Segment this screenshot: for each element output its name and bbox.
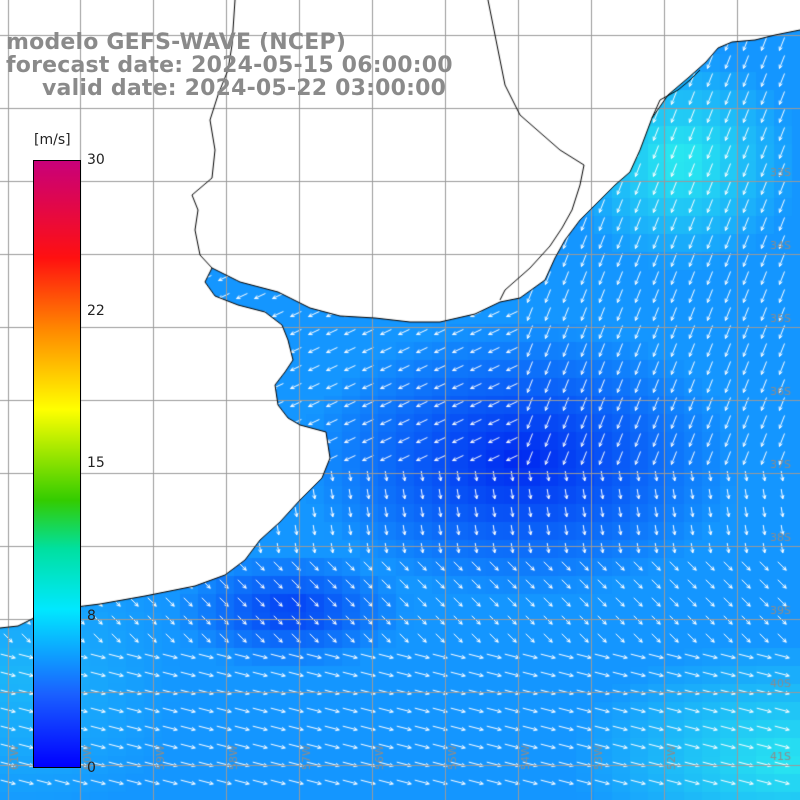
forecast-date: forecast date: 2024-05-15 06:00:00 [6,53,453,78]
colorbar-unit: [m/s] [34,132,71,148]
model-title: modelo GEFS-WAVE (NCEP) [6,30,347,55]
colorbar [33,160,81,768]
colorbar-tick-22: 22 [87,303,105,319]
colorbar-tick-0: 0 [87,760,96,776]
colorbar-tick-30: 30 [87,152,105,168]
colorbar-tick-15: 15 [87,455,105,471]
valid-date: valid date: 2024-05-22 03:00:00 [42,76,447,101]
colorbar-tick-8: 8 [87,608,96,624]
